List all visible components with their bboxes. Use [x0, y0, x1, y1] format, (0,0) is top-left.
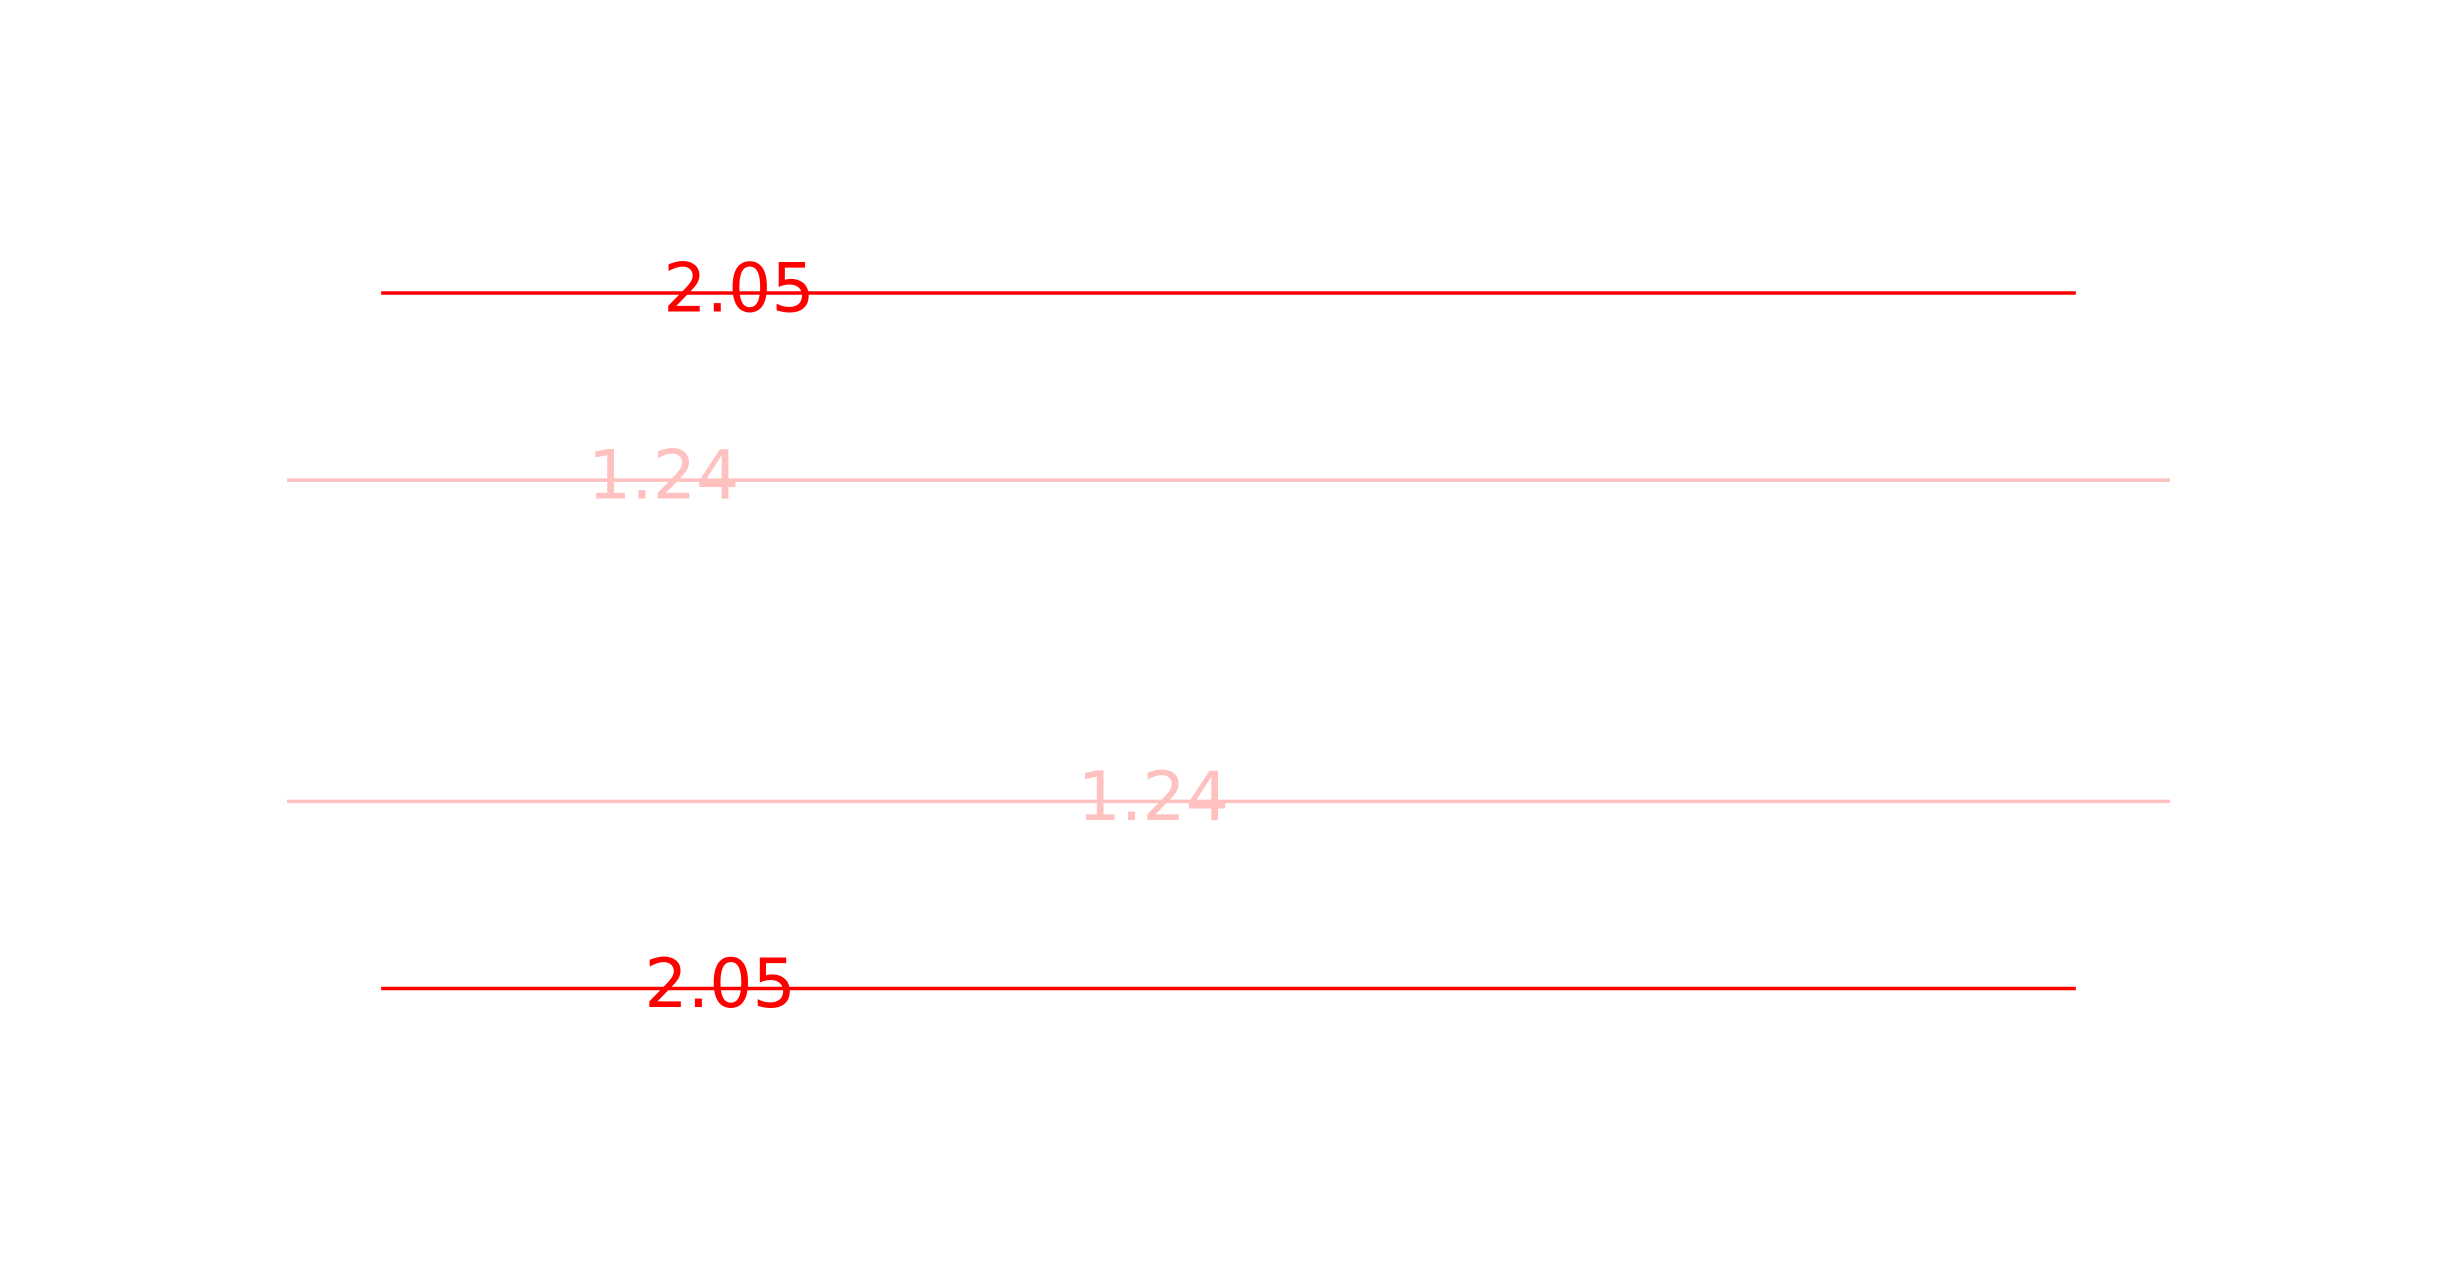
level-label-2: 1.24 — [588, 437, 739, 516]
level-lines — [287, 291, 2170, 991]
level-label-4: 2.05 — [644, 945, 795, 1024]
level-label-3: 1.24 — [1077, 758, 1228, 837]
level-labels: 2.05 1.24 1.24 2.05 — [588, 250, 1229, 1025]
level-label-1: 2.05 — [663, 250, 814, 329]
